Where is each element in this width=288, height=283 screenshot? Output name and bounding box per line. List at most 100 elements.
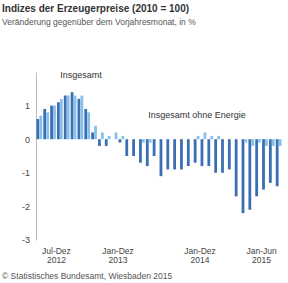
bar (94, 126, 97, 139)
plot: -3 -2 -1 0 1 Jul-Dez2012 Jan-Dez2013 Jan-Dez201… (22, 73, 282, 266)
bar (84, 109, 87, 139)
bar (78, 99, 81, 139)
bar (112, 139, 115, 140)
x-tick-label: Jan-Jun2015 (246, 246, 277, 265)
bar (238, 139, 241, 140)
x-tick: Jan-Jun2015 (246, 246, 277, 265)
bar (153, 139, 156, 156)
bar (71, 92, 74, 139)
bar (242, 139, 245, 213)
bar (142, 139, 145, 142)
series (39, 96, 281, 146)
bar (169, 139, 172, 140)
y-tick: 1 (25, 101, 36, 111)
series (36, 92, 278, 213)
bar (87, 112, 90, 139)
bar (183, 139, 186, 140)
bar (269, 139, 272, 183)
series-label: Insgesamt (60, 70, 102, 80)
bar (91, 132, 94, 139)
bar (43, 109, 46, 139)
bar (272, 139, 275, 146)
y-tick: -3 (22, 235, 36, 245)
x-tick-label-line: 2015 (252, 255, 271, 265)
bar (36, 119, 39, 139)
bar (121, 136, 124, 139)
bar (276, 139, 279, 186)
x-tick-label: Jan-Dez2013 (102, 246, 134, 265)
bar (139, 139, 142, 163)
bar (207, 139, 210, 166)
x-tick-label: Jan-Dez2014 (184, 246, 216, 265)
y-tick: -2 (22, 202, 36, 212)
bar (248, 139, 251, 210)
bar (279, 139, 282, 146)
bar (128, 139, 131, 140)
bar (173, 139, 176, 169)
y-tick-label: -3 (22, 235, 30, 245)
bar (119, 139, 122, 142)
bar (80, 96, 83, 140)
bar (46, 112, 49, 139)
bar (115, 132, 118, 139)
bar (228, 139, 231, 169)
bar (74, 96, 77, 140)
x-tick: Jul-Dez2012 (42, 246, 71, 265)
bar (245, 139, 248, 142)
bar (251, 139, 254, 146)
bar (201, 139, 204, 166)
bar (210, 136, 213, 139)
source: © Statistisches Bundesamt, Wiesbaden 201… (2, 271, 172, 281)
bar (149, 139, 152, 142)
bar (67, 96, 70, 140)
bar (217, 136, 220, 139)
bar (39, 116, 42, 140)
bar (162, 139, 165, 140)
x-tick-label-line: 2014 (191, 255, 210, 265)
x-tick-label-line: 2013 (109, 255, 128, 265)
x-tick: Jan-Dez2014 (184, 246, 216, 265)
bar (166, 139, 169, 169)
bar (146, 139, 149, 166)
x-tick: Jan-Dez2013 (102, 246, 134, 265)
bar (204, 132, 207, 139)
bar (265, 139, 268, 146)
bar (235, 139, 238, 196)
bar (214, 139, 217, 173)
x-tick-label-line: 2012 (47, 255, 66, 265)
y-tick: -1 (22, 168, 36, 178)
chart: Indizes der Erzeugerpreise (2010 = 100) V… (0, 0, 288, 283)
y-tick-label: 0 (25, 135, 30, 145)
bar (262, 139, 265, 189)
bar (224, 139, 227, 140)
bar (135, 139, 138, 140)
bar (187, 139, 190, 166)
y-axis-line (36, 73, 37, 241)
bar (60, 99, 63, 139)
bar (176, 139, 179, 140)
bar (132, 139, 135, 156)
bar (101, 132, 104, 139)
y-tick-label: -2 (22, 202, 30, 212)
y-tick-label: -1 (22, 168, 30, 178)
bar (160, 139, 163, 176)
bar (180, 139, 183, 169)
bar (258, 139, 261, 142)
bar (108, 136, 111, 139)
y-axis: -3 -2 -1 0 1 (22, 73, 37, 246)
bar (197, 136, 200, 139)
bar (98, 139, 101, 146)
bar (231, 139, 234, 140)
series-label: Insgesamt ohne Energie (148, 110, 246, 120)
bar (57, 102, 60, 139)
title: Indizes der Erzeugerpreise (2010 = 100) (2, 3, 189, 14)
bar (190, 139, 193, 140)
bar (53, 106, 56, 140)
x-tick-label: Jul-Dez2012 (42, 246, 71, 265)
bar (64, 96, 67, 140)
bars (36, 92, 281, 213)
bar (50, 106, 53, 140)
bar (194, 139, 197, 163)
subtitle: Veränderung gegenüber dem Vorjahresmonat… (2, 17, 196, 27)
bar (125, 139, 128, 156)
